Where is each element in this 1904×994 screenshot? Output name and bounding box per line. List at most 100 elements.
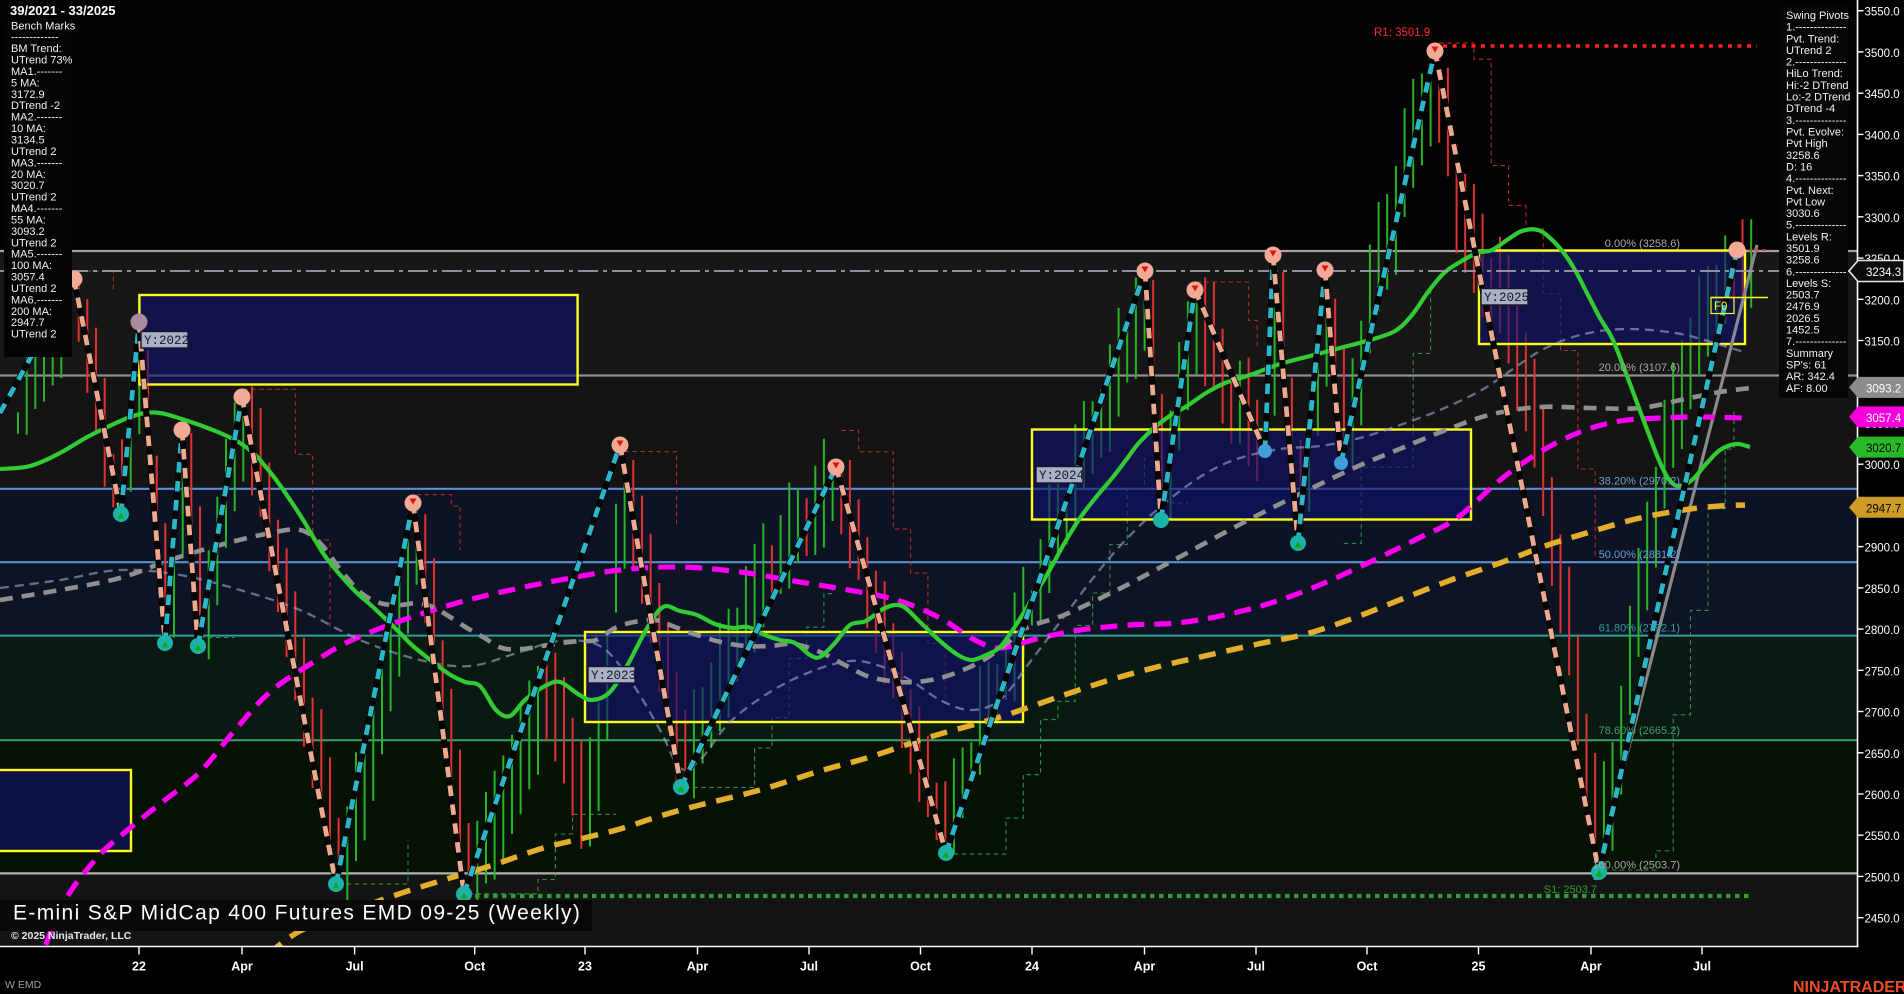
svg-text:2900.0: 2900.0 xyxy=(1865,543,1900,555)
svg-text:MA5.-------: MA5.------- xyxy=(11,249,63,261)
svg-text:Lo:-2 DTrend: Lo:-2 DTrend xyxy=(1786,92,1850,104)
svg-text:38.20% (2970.2): 38.20% (2970.2) xyxy=(1599,476,1680,488)
svg-text:2.--------------: 2.-------------- xyxy=(1786,57,1847,69)
svg-text:100 MA:: 100 MA: xyxy=(11,260,52,272)
svg-text:3500.0: 3500.0 xyxy=(1865,48,1900,60)
svg-text:2750.0: 2750.0 xyxy=(1865,666,1900,678)
svg-text:50.00% (2881.2): 50.00% (2881.2) xyxy=(1599,549,1680,561)
svg-text:25: 25 xyxy=(1472,960,1486,974)
svg-text:2600.0: 2600.0 xyxy=(1865,790,1900,802)
svg-text:AF: 8.00: AF: 8.00 xyxy=(1786,383,1828,395)
svg-text:1452.5: 1452.5 xyxy=(1786,325,1820,337)
svg-text:3550.0: 3550.0 xyxy=(1865,7,1900,19)
svg-text:2850.0: 2850.0 xyxy=(1865,584,1900,596)
svg-text:2476.9: 2476.9 xyxy=(1786,301,1820,313)
svg-text:2503.7: 2503.7 xyxy=(1786,290,1820,302)
svg-text:2947.7: 2947.7 xyxy=(1866,503,1901,515)
svg-text:24: 24 xyxy=(1025,960,1039,974)
svg-text:UTrend 2: UTrend 2 xyxy=(11,192,56,204)
svg-text:Pvt. Evolve:: Pvt. Evolve: xyxy=(1786,127,1844,139)
svg-text:MA6.-------: MA6.------- xyxy=(11,294,63,306)
svg-text:Apr: Apr xyxy=(1134,960,1156,974)
svg-text:23: 23 xyxy=(578,960,592,974)
svg-text:4.--------------: 4.-------------- xyxy=(1786,173,1847,185)
svg-text:AR: 342.4: AR: 342.4 xyxy=(1786,371,1835,383)
svg-text:78.60% (2665.2): 78.60% (2665.2) xyxy=(1599,725,1680,737)
svg-text:MA2.-------: MA2.------- xyxy=(11,112,63,124)
svg-text:3258.6: 3258.6 xyxy=(1786,255,1820,267)
svg-text:20 MA:: 20 MA: xyxy=(11,169,46,181)
svg-text:DTrend -2: DTrend -2 xyxy=(11,100,60,112)
svg-text:Apr: Apr xyxy=(231,960,253,974)
svg-text:Levels S:: Levels S: xyxy=(1786,278,1831,290)
svg-text:39/2021 - 33/2025: 39/2021 - 33/2025 xyxy=(10,3,116,18)
svg-text:20.00% (3107.6): 20.00% (3107.6) xyxy=(1599,362,1680,374)
svg-text:Y:2024: Y:2024 xyxy=(1039,469,1084,483)
svg-text:10 MA:: 10 MA: xyxy=(11,123,46,135)
svg-text:Jul: Jul xyxy=(1693,960,1711,974)
svg-text:3400.0: 3400.0 xyxy=(1865,130,1900,142)
svg-text:61.80% (2792.1): 61.80% (2792.1) xyxy=(1599,623,1680,635)
svg-text:3030.6: 3030.6 xyxy=(1786,208,1820,220)
svg-text:Pvt. Trend:: Pvt. Trend: xyxy=(1786,33,1839,45)
svg-text:3200.0: 3200.0 xyxy=(1865,295,1900,307)
svg-text:3057.4: 3057.4 xyxy=(1866,413,1902,425)
svg-text:Y:2025: Y:2025 xyxy=(1484,291,1529,305)
svg-text:UTrend 2: UTrend 2 xyxy=(11,237,56,249)
svg-text:Levels R:: Levels R: xyxy=(1786,231,1832,243)
svg-text:3234.3: 3234.3 xyxy=(1866,267,1901,279)
svg-text:3150.0: 3150.0 xyxy=(1865,337,1900,349)
svg-text:Y:2023: Y:2023 xyxy=(591,669,636,683)
svg-text:BM Trend:: BM Trend: xyxy=(11,43,62,55)
svg-text:5 MA:: 5 MA: xyxy=(11,77,40,89)
svg-text:6.--------------: 6.-------------- xyxy=(1786,266,1847,278)
svg-text:NINJATRADER: NINJATRADER xyxy=(1793,979,1904,994)
svg-text:2450.0: 2450.0 xyxy=(1865,914,1900,926)
svg-text:0.00% (3258.6): 0.00% (3258.6) xyxy=(1605,238,1680,250)
svg-text:Pvt High: Pvt High xyxy=(1786,138,1828,150)
svg-text:5.--------------: 5.-------------- xyxy=(1786,220,1847,232)
svg-text:2700.0: 2700.0 xyxy=(1865,708,1900,720)
svg-text:E-mini S&P MidCap 400 Futures: E-mini S&P MidCap 400 Futures EMD 09-25 … xyxy=(13,902,581,925)
svg-text:3057.4: 3057.4 xyxy=(11,272,45,284)
svg-text:3000.0: 3000.0 xyxy=(1865,460,1900,472)
svg-text:2550.0: 2550.0 xyxy=(1865,831,1900,843)
svg-text:S1: 2503.7: S1: 2503.7 xyxy=(1544,884,1597,896)
svg-text:MA4.-------: MA4.------- xyxy=(11,203,63,215)
svg-text:Pvt Low: Pvt Low xyxy=(1786,196,1825,208)
svg-text:Hi:-2 DTrend: Hi:-2 DTrend xyxy=(1786,80,1849,92)
svg-text:Oct: Oct xyxy=(1357,960,1379,974)
svg-text:3350.0: 3350.0 xyxy=(1865,172,1900,184)
svg-text:D: 16: D: 16 xyxy=(1786,162,1812,174)
svg-text:3093.2: 3093.2 xyxy=(1866,383,1901,395)
svg-text:Jul: Jul xyxy=(800,960,818,974)
svg-text:HiLo Trend:: HiLo Trend: xyxy=(1786,68,1843,80)
svg-text:Apr: Apr xyxy=(1580,960,1602,974)
svg-text:7.--------------: 7.-------------- xyxy=(1786,336,1847,348)
svg-text:MA3.-------: MA3.------- xyxy=(11,157,63,169)
svg-text:3501.9: 3501.9 xyxy=(1786,243,1820,255)
svg-text:UTrend 2: UTrend 2 xyxy=(11,146,56,158)
svg-text:3.--------------: 3.-------------- xyxy=(1786,115,1847,127)
svg-text:F0: F0 xyxy=(1714,301,1727,313)
svg-text:3300.0: 3300.0 xyxy=(1865,213,1900,225)
svg-text:Pvt. Next:: Pvt. Next: xyxy=(1786,185,1834,197)
svg-text:Apr: Apr xyxy=(687,960,709,974)
svg-text:Jul: Jul xyxy=(1247,960,1265,974)
svg-text:3020.7: 3020.7 xyxy=(1866,443,1901,455)
svg-text:3020.7: 3020.7 xyxy=(11,180,45,192)
svg-text:MA1.-------: MA1.------- xyxy=(11,66,63,78)
svg-text:Swing Pivots: Swing Pivots xyxy=(1786,10,1849,22)
svg-text:3134.5: 3134.5 xyxy=(11,135,45,147)
svg-text:W EMD: W EMD xyxy=(5,979,42,991)
svg-text:2650.0: 2650.0 xyxy=(1865,749,1900,761)
svg-text:UTrend 2: UTrend 2 xyxy=(11,329,56,341)
svg-text:UTrend 2: UTrend 2 xyxy=(1786,45,1831,57)
svg-text:2947.7: 2947.7 xyxy=(11,317,45,329)
svg-text:UTrend 2: UTrend 2 xyxy=(11,283,56,295)
svg-text:SP's: 61: SP's: 61 xyxy=(1786,360,1827,372)
svg-text:100.00% (2503.7): 100.00% (2503.7) xyxy=(1593,860,1680,872)
svg-text:2026.5: 2026.5 xyxy=(1786,313,1820,325)
svg-text:2500.0: 2500.0 xyxy=(1865,872,1900,884)
svg-text:Bench Marks: Bench Marks xyxy=(11,20,76,32)
